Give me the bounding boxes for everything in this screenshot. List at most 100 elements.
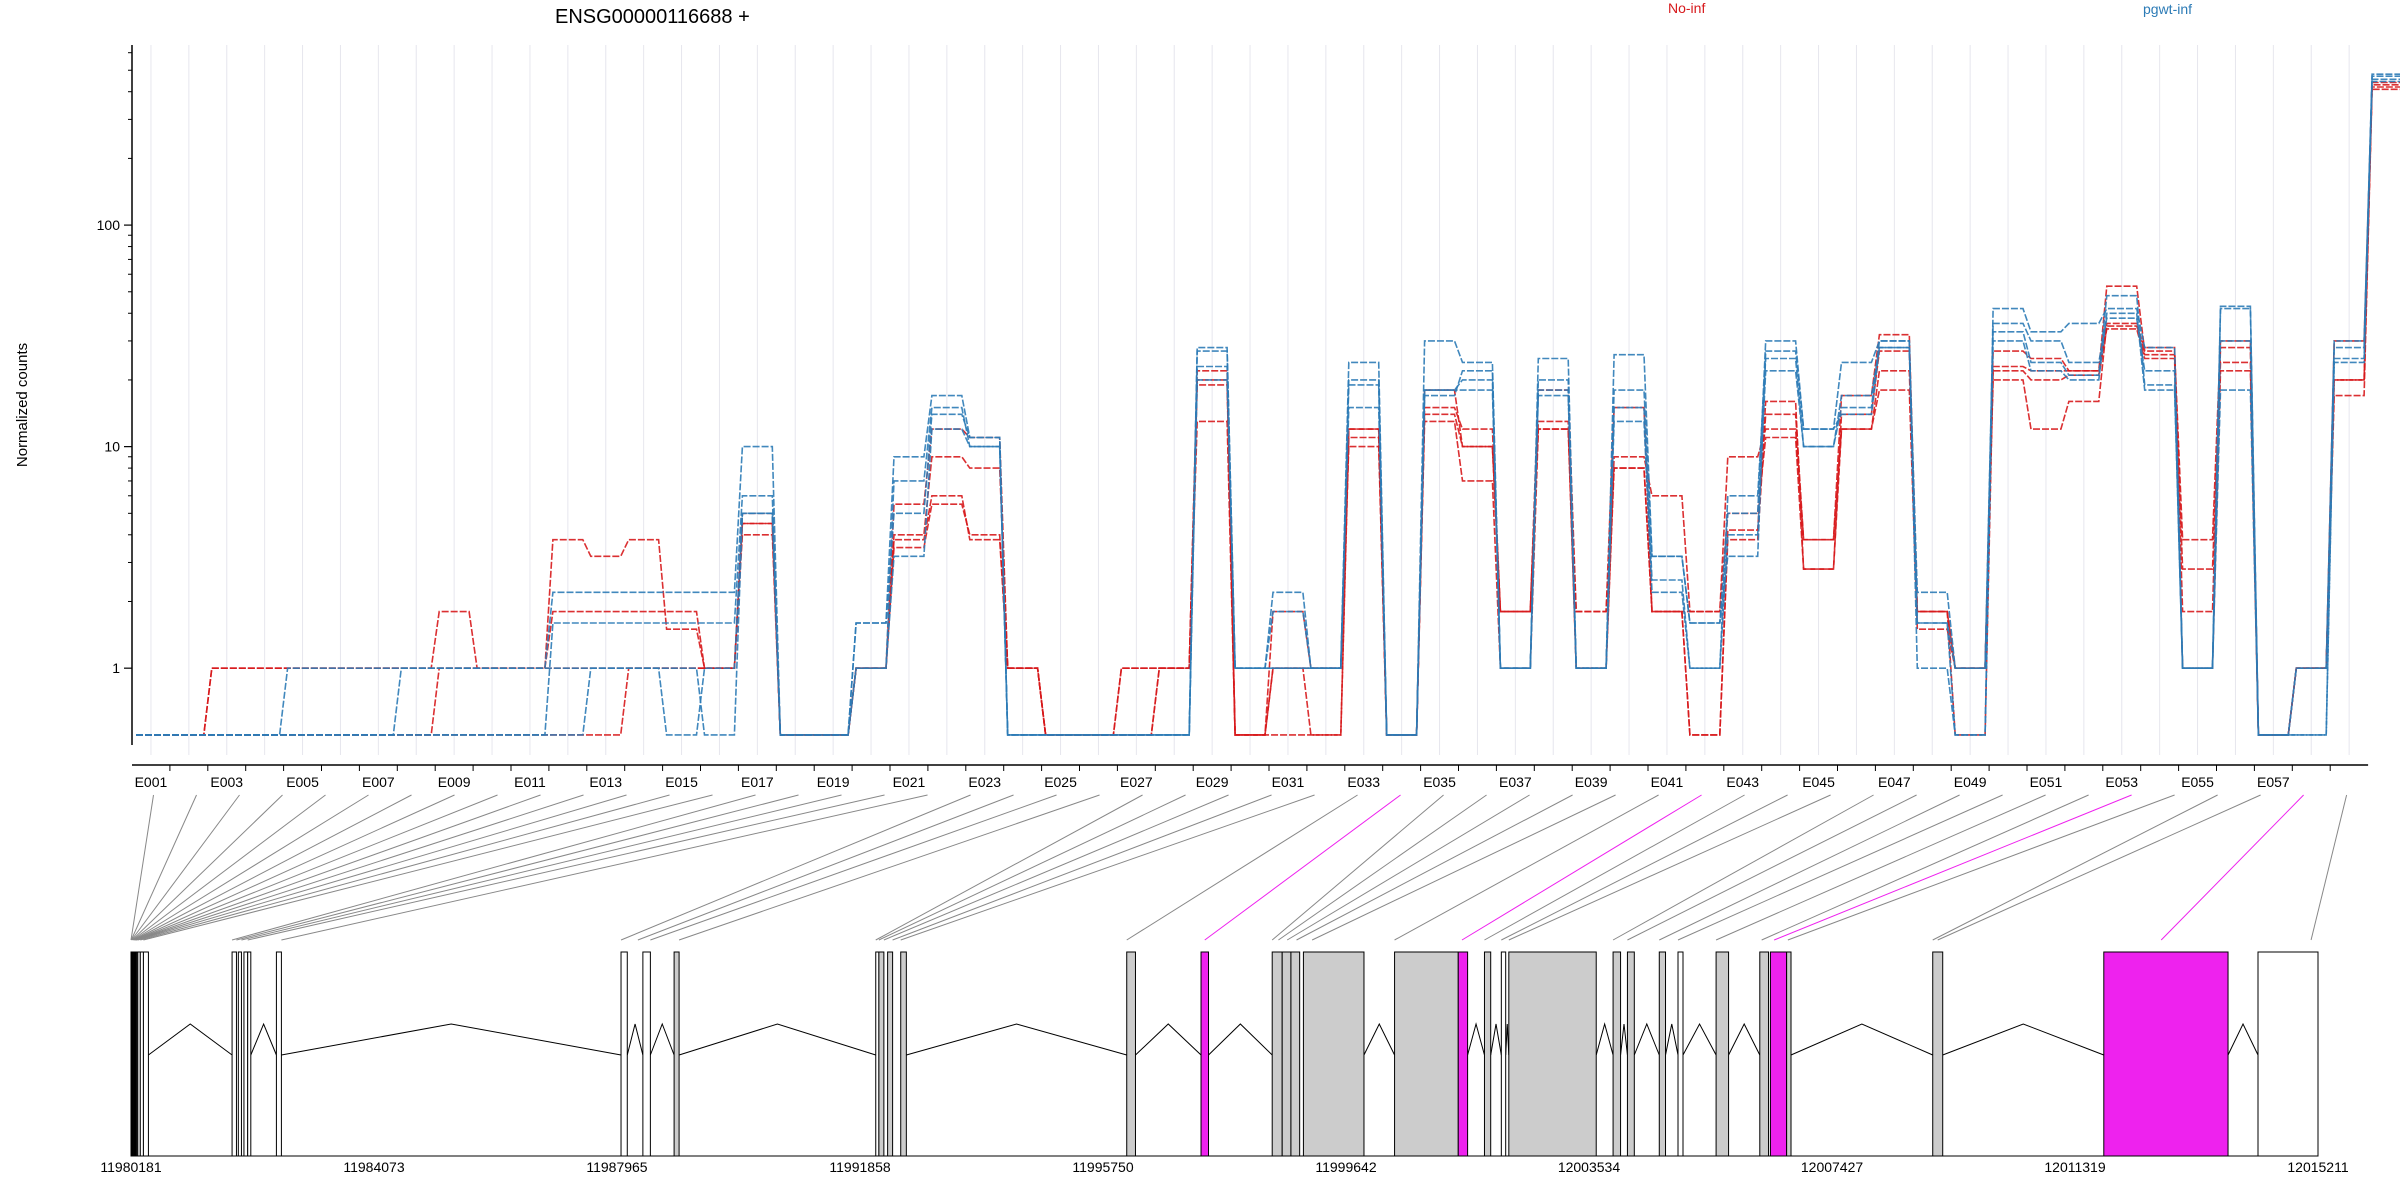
series-line-pgwt-inf	[136, 80, 2400, 736]
exon-label: E007	[362, 774, 395, 790]
exon-connector-line	[1278, 794, 1487, 941]
exon-connector-line	[1461, 794, 1702, 941]
exon-box	[1769, 951, 1788, 1157]
exon-label: E035	[1423, 774, 1456, 790]
exon-label: E047	[1878, 774, 1911, 790]
intron-line	[906, 1023, 1127, 1056]
intron-line	[649, 1022, 675, 1056]
exon-connector-line	[130, 794, 154, 941]
exon-connector-line	[875, 794, 1143, 941]
exon-label: E013	[589, 774, 622, 790]
exon-connector-line	[1932, 794, 2218, 941]
exon-box	[1126, 951, 1136, 1157]
exon-box	[142, 951, 149, 1157]
intron-line	[1665, 1023, 1679, 1056]
exon-label: E029	[1196, 774, 1229, 790]
exon-label: E041	[1651, 774, 1684, 790]
exon-connector-line	[134, 794, 455, 941]
exon-label: E033	[1347, 774, 1380, 790]
legend-no-inf: No-inf	[1668, 0, 1705, 16]
exon-label: E019	[817, 774, 850, 790]
exon-label: E055	[2181, 774, 2214, 790]
exon-box	[1932, 951, 1944, 1157]
exon-box	[673, 951, 680, 1157]
exon-box	[1302, 951, 1365, 1157]
exon-connector-line	[637, 794, 1014, 941]
exon-label: E009	[438, 774, 471, 790]
intron-line	[1790, 1023, 1933, 1056]
exon-connector-line	[281, 794, 928, 941]
exon-label: E043	[1726, 774, 1759, 790]
exon-box	[642, 951, 651, 1157]
exon-label: E031	[1272, 774, 1305, 790]
exon-connector-line	[143, 794, 713, 941]
exon-connector-line	[2310, 794, 2348, 941]
intron-line	[1135, 1023, 1202, 1056]
exon-connector-line	[1484, 794, 1745, 941]
exon-box	[1786, 951, 1792, 1157]
exon-connector-line	[1612, 794, 1874, 941]
intron-line	[1467, 1022, 1485, 1056]
intron-line	[250, 1022, 277, 1056]
exon-box	[1200, 951, 1210, 1157]
exon-box	[1290, 951, 1301, 1157]
exon-box	[275, 951, 282, 1157]
exon-box	[247, 951, 252, 1157]
exon-box	[1271, 951, 1283, 1157]
exon-connector-line	[1627, 794, 1917, 941]
exon-connector-line	[650, 794, 1057, 941]
genomic-coordinate-label: 11980181	[100, 1159, 161, 1175]
exon-label: E027	[1120, 774, 1153, 790]
exon-connector-line	[1501, 794, 1788, 941]
intron-line	[148, 1023, 233, 1056]
intron-line	[1682, 1022, 1717, 1056]
exon-box	[1483, 951, 1492, 1157]
exon-box	[237, 951, 242, 1157]
exon-label: E057	[2257, 774, 2290, 790]
exon-label: E045	[1802, 774, 1835, 790]
exon-connector-line	[1126, 794, 1358, 941]
exon-connector-line	[878, 794, 1186, 941]
y-tick-label: 10	[104, 439, 120, 455]
exon-box	[878, 951, 885, 1157]
exon-box	[1500, 951, 1507, 1157]
exon-connector-line	[1715, 794, 2046, 941]
y-tick-label: 1	[112, 660, 120, 676]
genomic-coordinate-label: 12015211	[2287, 1159, 2348, 1175]
exon-label: E037	[1499, 774, 1532, 790]
exon-connector-line	[1659, 794, 1960, 941]
exon-box	[1715, 951, 1730, 1157]
exon-label: E021	[893, 774, 926, 790]
exon-box	[1457, 951, 1469, 1157]
exon-label: E053	[2105, 774, 2138, 790]
genomic-coordinate-label: 12003534	[1558, 1159, 1621, 1175]
exon-label: E017	[741, 774, 774, 790]
exon-connector-line	[247, 794, 885, 941]
exon-box	[231, 951, 237, 1157]
exon-box	[620, 951, 628, 1157]
exon-connector-line	[132, 794, 326, 941]
intron-line	[626, 1023, 644, 1056]
intron-line	[1208, 1023, 1273, 1056]
exon-box	[243, 951, 249, 1157]
exon-label: E051	[2030, 774, 2063, 790]
intron-line	[1620, 1023, 1628, 1056]
exon-box	[1677, 951, 1684, 1157]
exon-box	[1759, 951, 1770, 1157]
gene-model: 11980181 11984073 11987965 11991858 11995750…	[100, 951, 2349, 1175]
exon-connector-line	[1286, 794, 1530, 941]
exon-label: E015	[665, 774, 698, 790]
exon-box	[2103, 951, 2229, 1157]
genomic-coordinate-label: 12011319	[2044, 1159, 2105, 1175]
vertical-gridlines	[150, 45, 2350, 755]
exon-connector-line	[1204, 794, 1401, 941]
exon-connector-line	[231, 794, 756, 941]
exon-connector-line	[1394, 794, 1659, 941]
exon-connector-line	[892, 794, 1272, 941]
exon-connector-line	[133, 794, 412, 941]
series-lines	[136, 73, 2400, 736]
exon-connector-line	[1311, 794, 1616, 941]
exon-box	[887, 951, 894, 1157]
genomic-coordinate-label: 11987965	[586, 1159, 647, 1175]
exon-label: E023	[968, 774, 1001, 790]
